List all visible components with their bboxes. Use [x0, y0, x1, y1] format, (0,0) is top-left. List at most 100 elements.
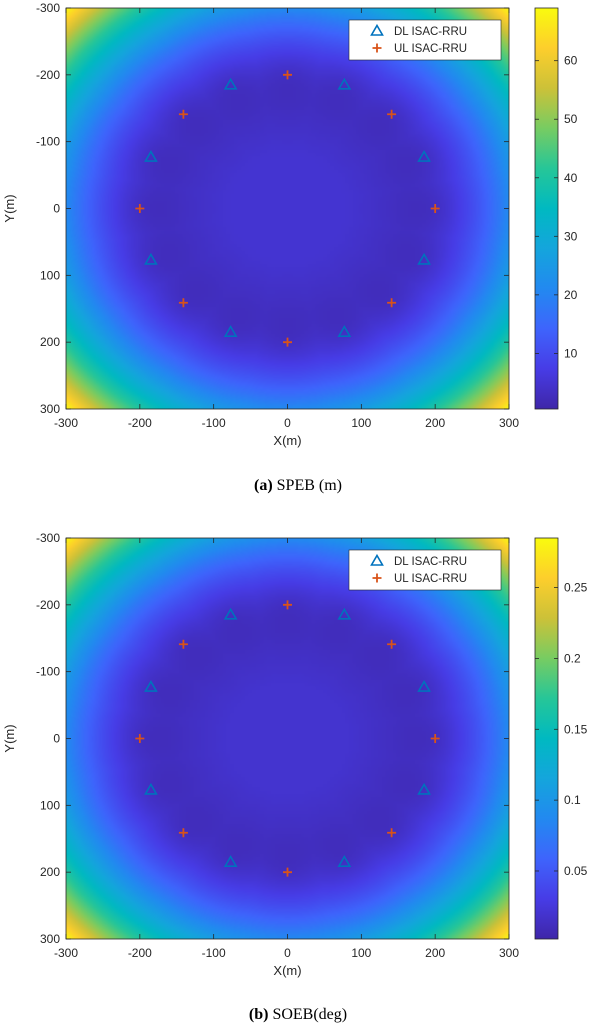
- colorbar-tick-label: 0.05: [564, 864, 588, 878]
- dl-rru-marker: [223, 607, 238, 620]
- caption-text: SPEB (m): [273, 477, 342, 494]
- colorbar-tick-label: 10: [564, 346, 578, 360]
- dl-rru-marker: [223, 855, 238, 867]
- legend-box: [348, 549, 502, 591]
- colorbar-tick-label: 40: [564, 171, 578, 185]
- figure-caption: (b) SOEB(deg): [249, 1006, 347, 1023]
- ul-rru-marker: [387, 109, 397, 119]
- legend-marker-plus: [372, 43, 382, 53]
- dl-rru-marker: [144, 149, 158, 162]
- dl-rru-marker: [337, 77, 352, 90]
- x-tick-label: 100: [351, 416, 371, 430]
- y-tick-label: 200: [40, 335, 60, 349]
- x-axis-label: X(m): [273, 963, 301, 978]
- dl-rru-marker: [417, 782, 431, 795]
- legend-marker-plus: [372, 573, 382, 583]
- dl-rru-marker: [223, 77, 238, 90]
- y-axis-label: Y(m): [2, 194, 17, 222]
- dl-rru-marker: [417, 252, 431, 265]
- x-tick-label: -100: [202, 946, 226, 960]
- colorbar-tick-label: 0.1: [564, 793, 581, 807]
- colorbar-tick-label: 0.25: [564, 581, 588, 595]
- x-tick-label: 0: [284, 416, 291, 430]
- ul-rru-marker: [178, 109, 188, 119]
- dl-rru-marker: [337, 855, 352, 867]
- x-tick-label: 0: [284, 946, 291, 960]
- colorbar: 10 20 30 40 50 60: [534, 7, 578, 410]
- y-tick-label: -200: [36, 598, 60, 612]
- y-axis-label: Y(m): [2, 724, 17, 752]
- x-tick-label: -200: [128, 416, 152, 430]
- ul-rru-marker: [283, 600, 292, 610]
- caption-tag: (a): [254, 477, 273, 494]
- colorbar-tick-label: 0.2: [564, 651, 581, 665]
- x-tick-label: -100: [202, 416, 226, 430]
- y-tick-label: -100: [36, 665, 60, 679]
- ul-rru-marker: [283, 337, 292, 347]
- legend-entry-label: DL ISAC-RRU: [394, 556, 467, 568]
- x-tick-label: -300: [54, 416, 78, 430]
- dl-rru-marker: [337, 607, 352, 620]
- y-tick-label: 0: [53, 202, 60, 216]
- x-axis-label: X(m): [273, 433, 301, 448]
- ul-rru-marker: [178, 639, 188, 649]
- heatmap-field: [66, 538, 509, 939]
- dl-rru-marker: [144, 252, 158, 265]
- x-tick-label: -300: [54, 946, 78, 960]
- colorbar-tick-label: 50: [564, 112, 578, 126]
- colorbar-gradient: [534, 7, 559, 410]
- legend-box: [348, 19, 502, 61]
- x-tick-label: -200: [128, 946, 152, 960]
- dl-rru-marker: [417, 149, 431, 162]
- dl-rru-marker: [417, 679, 431, 692]
- caption-tag: (b): [249, 1006, 269, 1023]
- ul-rru-marker: [135, 204, 145, 213]
- dl-rru-marker: [337, 325, 352, 337]
- y-tick-label: 100: [40, 268, 60, 282]
- ul-rru-marker: [387, 828, 397, 838]
- colorbar-tick-label: 0.15: [564, 722, 588, 736]
- y-tick-label: -300: [36, 1, 60, 15]
- y-tick-label: 100: [40, 798, 60, 812]
- ul-rru-marker: [430, 734, 440, 743]
- y-tick-label: -300: [36, 531, 60, 545]
- legend: DL ISAC-RRU UL ISAC-RRU: [348, 19, 502, 61]
- dl-rru-marker: [144, 782, 158, 795]
- x-tick-label: 300: [499, 946, 519, 960]
- ul-rru-marker: [135, 734, 145, 743]
- legend-entry-label: DL ISAC-RRU: [394, 26, 467, 38]
- ul-rru-marker: [430, 204, 440, 213]
- colorbar-tick-label: 30: [564, 229, 578, 243]
- y-tick-label: 300: [40, 402, 60, 416]
- y-tick-label: -200: [36, 68, 60, 82]
- legend-marker-triangle: [370, 23, 384, 36]
- dl-rru-marker: [223, 325, 238, 337]
- ul-rru-marker: [178, 828, 188, 838]
- colorbar-tick-label: 20: [564, 288, 578, 302]
- x-tick-label: 200: [425, 946, 445, 960]
- y-tick-label: 300: [40, 932, 60, 946]
- ul-rru-marker: [178, 298, 188, 308]
- chart-panel-b: -300 -200 -100 0 100 200 300-300-200-100010020…: [2, 531, 588, 1023]
- y-tick-label: 200: [40, 865, 60, 879]
- ul-rru-marker: [283, 867, 292, 877]
- figure-caption: (a) SPEB (m): [254, 477, 342, 494]
- colorbar-gradient: [534, 537, 559, 940]
- legend-entry-label: UL ISAC-RRU: [394, 43, 467, 55]
- legend-entry-label: UL ISAC-RRU: [394, 573, 467, 585]
- ul-rru-marker: [387, 639, 397, 649]
- x-tick-label: 300: [499, 416, 519, 430]
- heatmap-field: [66, 8, 509, 409]
- legend: DL ISAC-RRU UL ISAC-RRU: [348, 549, 502, 591]
- colorbar-tick-label: 60: [564, 54, 578, 68]
- ul-rru-marker: [283, 70, 292, 80]
- y-tick-label: -100: [36, 135, 60, 149]
- x-tick-label: 100: [351, 946, 371, 960]
- x-tick-label: 200: [425, 416, 445, 430]
- ul-rru-marker: [387, 298, 397, 308]
- colorbar: 0.05 0.1 0.15 0.2 0.25: [534, 537, 588, 940]
- chart-panel-a: -300 -200 -100 0 100 200 300-300-200-100010020…: [2, 1, 578, 494]
- legend-marker-triangle: [370, 553, 384, 566]
- y-tick-label: 0: [53, 732, 60, 746]
